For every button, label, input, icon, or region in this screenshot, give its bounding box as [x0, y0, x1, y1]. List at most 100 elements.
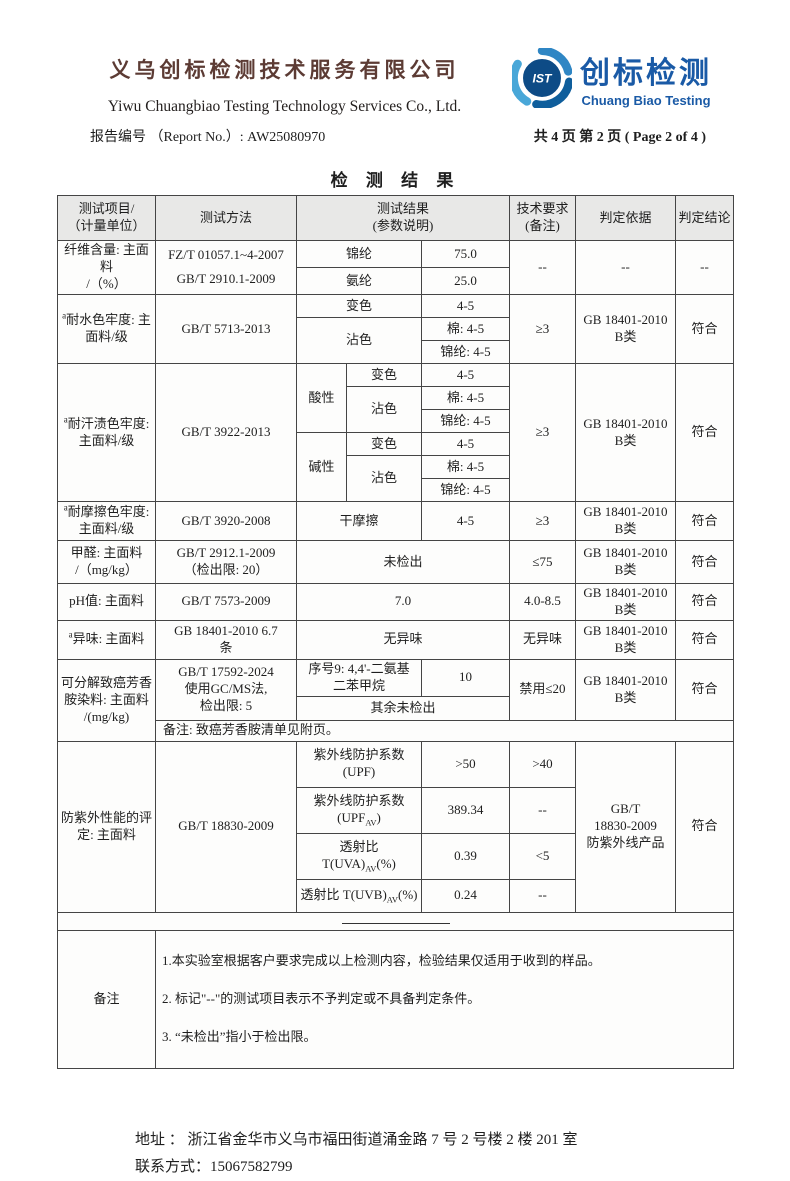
cell-formaldehyde-value: 未检出	[296, 540, 510, 584]
cell-amine-basis: GB 18401-2010 B类	[575, 658, 676, 721]
row-sweat-fastness-2: 沾色 棉: 4-5	[58, 386, 734, 433]
logo-badge-text: IST	[533, 72, 554, 86]
cell-uv-item: 防紫外性能的评 定: 主面料	[57, 740, 156, 913]
logo-name-en: Chuang Biao Testing	[581, 93, 711, 108]
cell-sweat-req: ≥3	[509, 363, 576, 502]
col-header-requirement: 技术要求 (备注)	[509, 195, 576, 241]
cell-odor-basis: GB 18401-2010 B类	[575, 619, 676, 660]
cell-sweat-alkali-value1: 4-5	[421, 432, 510, 456]
cell-sweat-alkali-value3: 锦纶: 4-5	[421, 478, 510, 502]
cell-odor-method: GB 18401-2010 6.7 条	[155, 619, 297, 660]
cell-odor-req: 无异味	[509, 619, 576, 660]
remark-line-3: 3. “未检出”指小于检出限。	[162, 1028, 317, 1044]
remark-line-1: 1.本实验室根据客户要求完成以上检测内容，检验结果仅适用于收到的样品。	[162, 953, 601, 969]
page-indicator: 共 4 页 第 2 页 ( Page 2 of 4 )	[533, 130, 706, 145]
row-amine: 可分解致癌芳香 胺染料: 主面料 /(mg/kg) GB/T 17592-202…	[57, 658, 734, 742]
cell-rub-req: ≥3	[509, 501, 576, 541]
row-formaldehyde: 甲醛: 主面料 /（mg/kg） GB/T 2912.1-2009 （检出限: …	[57, 540, 734, 584]
cell-amine-note: 备注: 致癌芳香胺清单见附页。	[155, 719, 734, 742]
row-fiber-content: 纤维含量: 主面料 /（%） FZ/T 01057.1~4-2007 GB/T 2…	[57, 240, 734, 295]
logo-name-cn: 创标检测	[580, 57, 712, 90]
cell-sweat-alkali-param2: 沾色	[346, 455, 422, 502]
cell-uv-value2: 389.34	[421, 786, 510, 834]
company-name-en: Yiwu Chuangbiao Testing Technology Servi…	[107, 98, 462, 115]
cell-odor-value: 无异味	[296, 619, 510, 660]
row-odor: a异味: 主面料 GB 18401-2010 6.7 条 无异味 无异味 GB …	[57, 619, 734, 660]
cell-fiber-conclusion: --	[675, 240, 734, 295]
cell-water-method: GB/T 5713-2013	[155, 294, 297, 364]
cell-amine-rest: 其余未检出	[296, 695, 510, 721]
cell-water-value2: 棉: 4-5	[421, 317, 510, 341]
cell-uv-conclusion: 符合	[675, 740, 734, 913]
row-rub-fastness: a耐摩擦色牢度: 主面料/级 GB/T 3920-2008 干摩擦 4-5 ≥3…	[57, 501, 734, 541]
row-uv-4: 透射比 T(UVB)AV(%) 0.24 --	[58, 878, 734, 913]
cell-amine-method: GB/T 17592-2024 使用GC/MS法, 检出限: 5	[155, 658, 297, 721]
col-header-basis: 判定依据	[575, 195, 676, 241]
cell-remarks-content: 1.本实验室根据客户要求完成以上检测内容，检验结果仅适用于收到的样品。 2. 标…	[155, 929, 734, 1070]
cell-ph-method: GB/T 7573-2009	[155, 583, 297, 621]
report-header: 义乌创标检测技术服务有限公司 Yiwu Chuangbiao Testing T…	[57, 46, 734, 116]
cell-formaldehyde-basis: GB 18401-2010 B类	[575, 540, 676, 584]
col-header-method: 测试方法	[155, 195, 297, 241]
report-meta-row: 报告编号 （Report No.）: AW25080970 共 4 页 第 2 …	[57, 126, 734, 146]
cell-uv-value3: 0.39	[421, 832, 510, 880]
cell-uv-param3: 透射比 T(UVA)AV(%)	[296, 832, 422, 880]
row-remarks: 备注 1.本实验室根据客户要求完成以上检测内容，检验结果仅适用于收到的样品。 2…	[57, 929, 734, 1070]
company-logo: IST 创标检测 Chuang Biao Testing	[512, 46, 734, 108]
cell-uv-method: GB/T 18830-2009	[155, 740, 297, 913]
table-header-row: 测试项目/ （计量单位） 测试方法 测试结果 (参数说明) 技术要求 (备注) …	[57, 195, 734, 241]
results-table: 测试项目/ （计量单位） 测试方法 测试结果 (参数说明) 技术要求 (备注) …	[57, 195, 734, 1070]
cell-water-value1: 4-5	[421, 294, 510, 318]
row-fiber-content-2: 氨纶 25.0	[58, 267, 734, 295]
cell-water-param2: 沾色	[296, 317, 422, 364]
cell-uv-req2: --	[509, 786, 576, 834]
report-number: 报告编号 （Report No.）: AW25080970	[90, 130, 326, 145]
cell-amine-conclusion: 符合	[675, 658, 734, 721]
cell-sweat-item: a耐汗渍色牢度: 主面料/级	[57, 363, 156, 502]
cell-odor-item: a异味: 主面料	[57, 619, 156, 660]
cell-ph-req: 4.0-8.5	[509, 583, 576, 621]
cell-fiber-value2: 25.0	[421, 267, 510, 295]
cell-fiber-value1: 75.0	[421, 240, 510, 268]
cell-fiber-item: 纤维含量: 主面料 /（%）	[57, 240, 156, 295]
end-rule-line	[341, 922, 450, 924]
cell-fiber-param2: 氨纶	[296, 267, 422, 295]
cell-uv-param2: 紫外线防护系数 (UPFAV)	[296, 786, 422, 834]
footer-contact: 联系方式：15067582799	[135, 1159, 293, 1176]
cell-sweat-acid-value3: 锦纶: 4-5	[421, 409, 510, 433]
cell-sweat-alkali-value2: 棉: 4-5	[421, 455, 510, 479]
cell-ph-basis: GB 18401-2010 B类	[575, 583, 676, 621]
logo-wordmark: 创标检测 Chuang Biao Testing	[580, 48, 712, 108]
report-footer: 地址 ： 浙江省金华市义乌市福田街道涌金路 7 号 2 号楼 2 楼 201 室…	[135, 1127, 734, 1181]
col-header-item: 测试项目/ （计量单位）	[57, 195, 156, 241]
report-page: 义乌创标检测技术服务有限公司 Yiwu Chuangbiao Testing T…	[57, 46, 734, 1175]
row-spacer	[57, 911, 734, 931]
cell-sweat-method: GB/T 3922-2013	[155, 363, 297, 502]
cell-uv-req1: >40	[509, 740, 576, 788]
cell-sweat-alkali: 碱性	[296, 432, 347, 502]
row-sweat-fastness-6: 锦纶: 4-5	[58, 478, 734, 502]
cell-uv-req4: --	[509, 878, 576, 913]
table-end-divider	[57, 911, 734, 931]
cell-sweat-acid-value1: 4-5	[421, 363, 510, 387]
cell-rub-item: a耐摩擦色牢度: 主面料/级	[57, 501, 156, 541]
cell-rub-conclusion: 符合	[675, 501, 734, 541]
row-ph: pH值: 主面料 GB/T 7573-2009 7.0 4.0-8.5 GB 1…	[57, 583, 734, 621]
cell-sweat-basis: GB 18401-2010 B类	[575, 363, 676, 502]
cell-rub-param1: 干摩擦	[296, 501, 422, 541]
cell-formaldehyde-conclusion: 符合	[675, 540, 734, 584]
company-name-cn: 义乌创标检测技术服务有限公司	[109, 58, 460, 82]
cell-fiber-basis: --	[575, 240, 676, 295]
row-sweat-fastness: a耐汗渍色牢度: 主面料/级 GB/T 3922-2013 酸性 变色 4-5 …	[57, 363, 734, 502]
cell-sweat-acid: 酸性	[296, 363, 347, 433]
cell-formaldehyde-method: GB/T 2912.1-2009 （检出限: 20）	[155, 540, 297, 584]
cell-uv-value1: >50	[421, 740, 510, 788]
row-amine-note: 备注: 致癌芳香胺清单见附页。	[58, 719, 734, 742]
cell-amine-param1: 序号9: 4,4'-二氨基 二苯甲烷	[296, 658, 422, 697]
footer-address: 地址 ： 浙江省金华市义乌市福田街道涌金路 7 号 2 号楼 2 楼 201 室	[135, 1132, 578, 1149]
cell-fiber-method: FZ/T 01057.1~4-2007 GB/T 2910.1-2009	[155, 240, 297, 295]
cell-uv-param4: 透射比 T(UVB)AV(%)	[296, 878, 422, 913]
cell-rub-method: GB/T 3920-2008	[155, 501, 297, 541]
remark-line-2: 2. 标记"--"的测试项目表示不予判定或不具备判定条件。	[162, 991, 481, 1007]
cell-uv-param1: 紫外线防护系数 (UPF)	[296, 740, 422, 788]
